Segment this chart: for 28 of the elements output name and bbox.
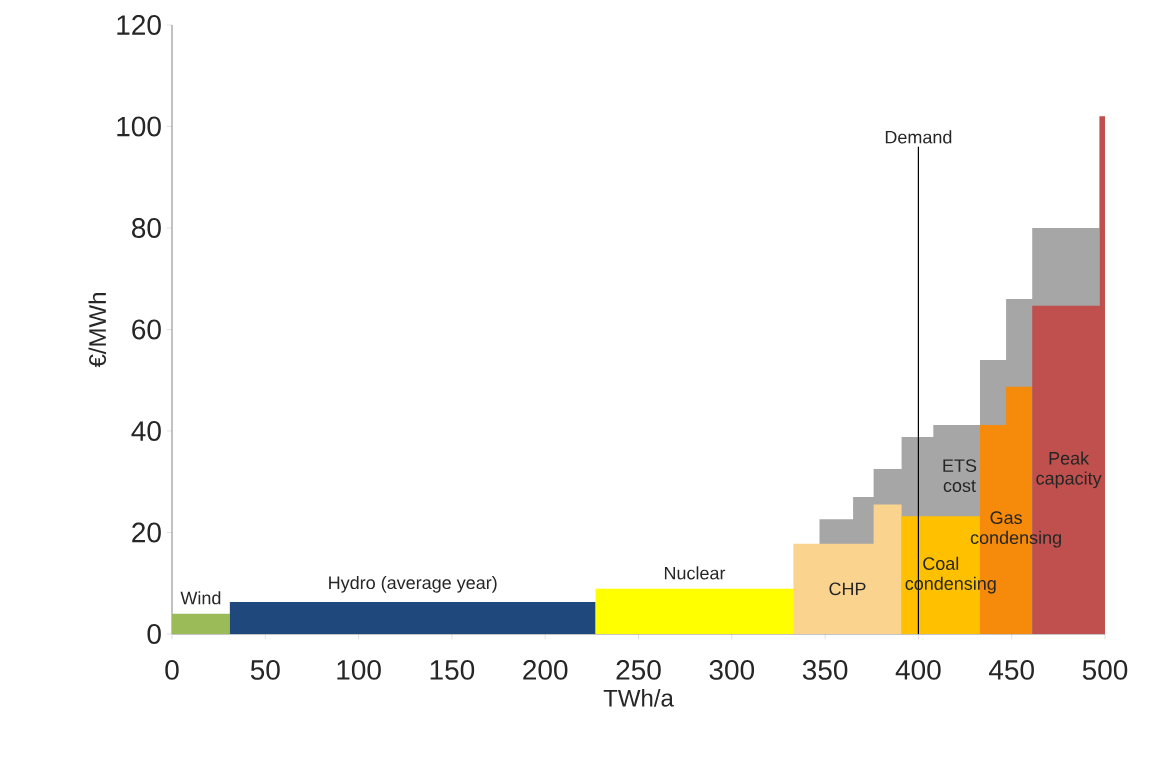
x-tick-label: 400	[895, 660, 941, 680]
y-tick-label: 0	[147, 624, 161, 644]
series-label: Hydro (average year)	[329, 575, 497, 593]
series-label: Wind	[180, 591, 221, 605]
y-tick-label: 40	[131, 421, 161, 441]
series-label: Gas condensing	[970, 511, 1061, 548]
x-axis-title: TWh/a	[603, 689, 674, 707]
x-tick-label: 450	[988, 660, 1034, 680]
x-tick-label: 200	[523, 660, 568, 680]
y-tick-label: 100	[117, 116, 161, 137]
y-tick-label: 20	[132, 522, 161, 543]
x-tick-label: 350	[802, 660, 848, 680]
x-tick-label: 50	[250, 660, 280, 680]
x-tick-label: 500	[1082, 660, 1128, 680]
x-tick-label: 250	[616, 660, 661, 680]
y-tick-label: 60	[132, 319, 161, 340]
series-label: ETS cost	[943, 459, 977, 492]
series-label: CHP	[829, 582, 866, 596]
ref-line-label: Demand	[885, 130, 952, 144]
x-tick-label: 0	[165, 660, 179, 680]
series-label: Nuclear	[664, 566, 726, 580]
x-tick-label: 150	[430, 660, 475, 680]
series-label: Peak capacity	[1036, 451, 1102, 489]
x-tick-label: 300	[709, 660, 755, 680]
x-tick-label: 100	[337, 660, 381, 680]
y-tick-label: 120	[117, 15, 161, 35]
y-axis-title: €/MWh	[88, 293, 107, 368]
y-tick-label: 80	[132, 218, 161, 238]
